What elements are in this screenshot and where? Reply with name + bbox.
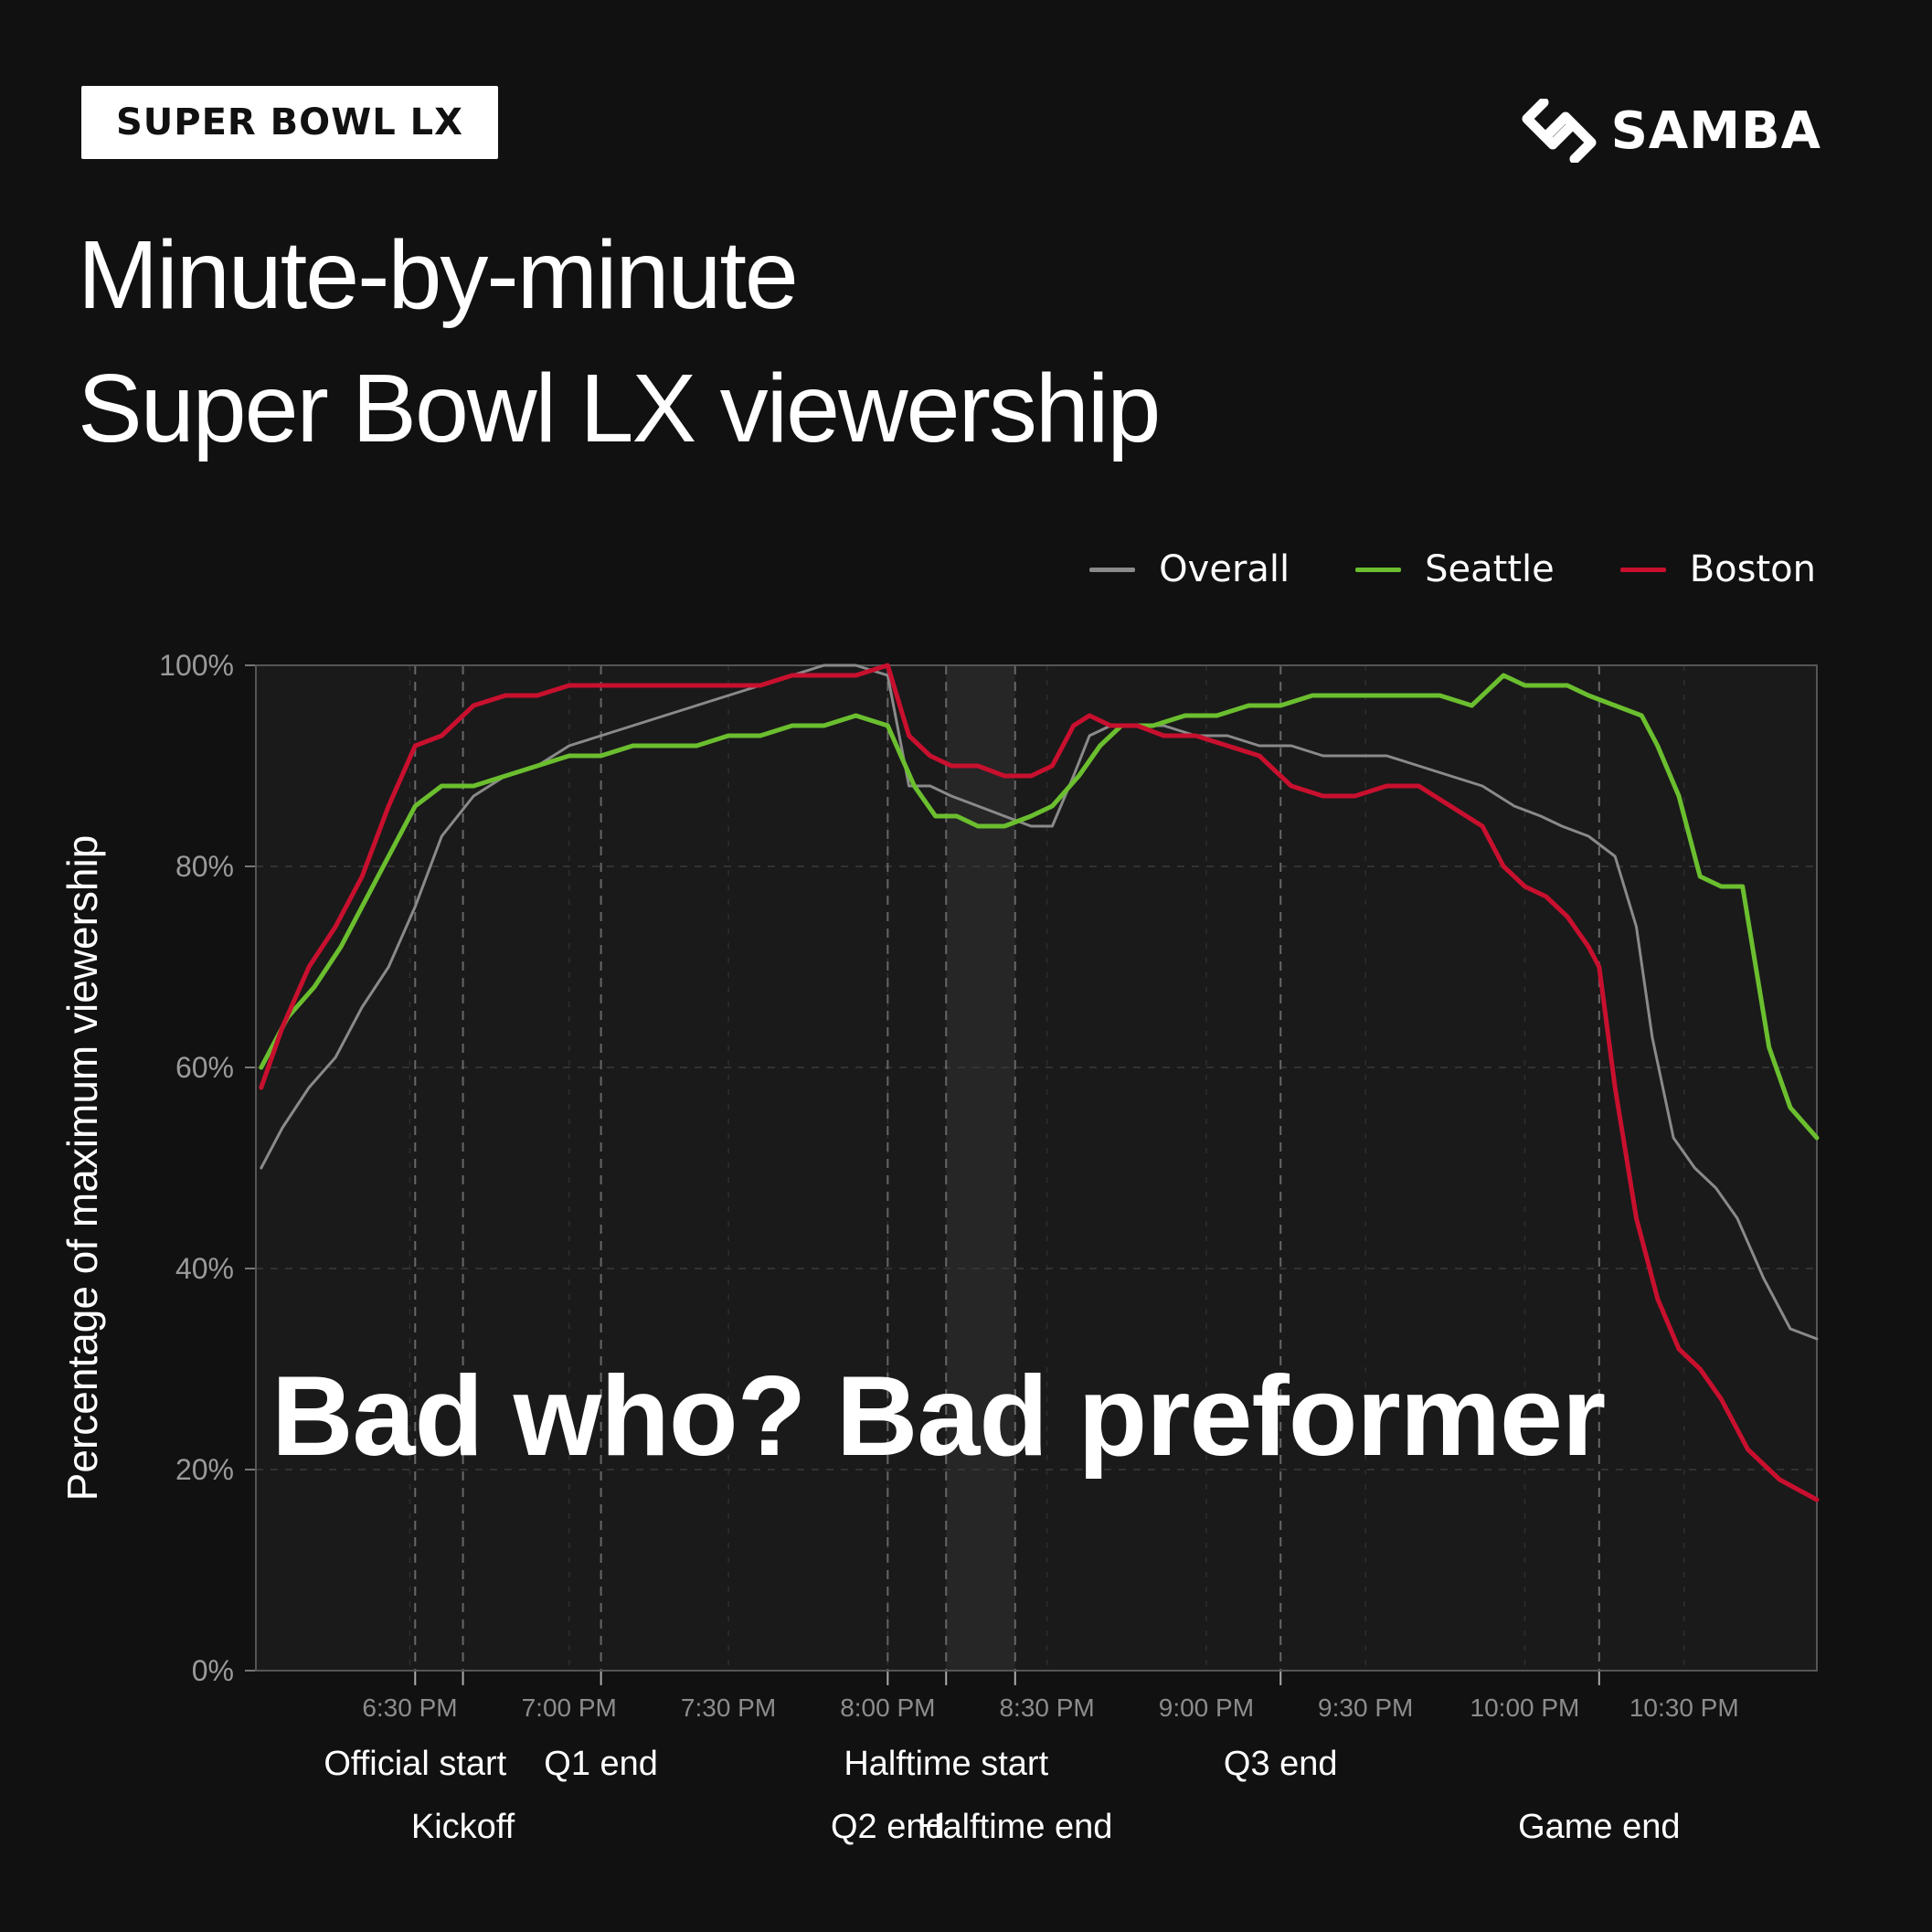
legend-swatch-seattle [1355, 567, 1402, 572]
legend-label-overall: Overall [1159, 548, 1290, 590]
event-label: Halftime end [918, 1808, 1112, 1846]
y-tick-label: 0% [192, 1654, 234, 1687]
legend-item-boston: Boston [1619, 548, 1816, 590]
y-axis-label: Percentage of maximum viewership [58, 835, 106, 1502]
legend-swatch-overall [1089, 567, 1136, 572]
header-badge: SUPER BOWL LX [81, 86, 498, 159]
page-title: Minute-by-minute Super Bowl LX viewershi… [78, 208, 1161, 475]
x-tick-label: 6:30 PM [362, 1693, 457, 1722]
series-line-seattle [259, 673, 1820, 1141]
y-tick-label: 20% [175, 1453, 234, 1486]
x-tick-label: 7:30 PM [681, 1693, 776, 1722]
legend-label-boston: Boston [1689, 548, 1816, 590]
event-label: Q1 end [544, 1745, 658, 1783]
title-line-2: Super Bowl LX viewership [78, 355, 1161, 462]
event-label: Q2 end [831, 1808, 945, 1846]
x-tick-label: 10:30 PM [1629, 1693, 1739, 1722]
series-line-boston [259, 663, 1820, 1502]
halftime-band [946, 665, 1015, 1671]
y-tick-label: 80% [175, 850, 234, 883]
samba-logo-icon [1522, 99, 1597, 163]
title-line-1: Minute-by-minute [78, 221, 799, 329]
brand-logo: SAMBA [1520, 99, 1821, 163]
x-tick-label: 10:00 PM [1470, 1693, 1580, 1722]
event-label: Official start [324, 1745, 506, 1783]
y-tick-label: 60% [175, 1051, 234, 1084]
x-tick-label: 8:00 PM [840, 1693, 935, 1722]
x-tick-label: 9:00 PM [1159, 1693, 1254, 1722]
event-label: Game end [1518, 1808, 1680, 1846]
plot-frame [255, 664, 1818, 1672]
y-tick-label: 40% [175, 1252, 234, 1285]
y-tick-label: 100% [159, 649, 234, 682]
legend-swatch-boston [1619, 567, 1666, 572]
brand-name: SAMBA [1610, 101, 1821, 161]
x-tick-label: 8:30 PM [999, 1693, 1094, 1722]
x-tick-label: 9:30 PM [1318, 1693, 1413, 1722]
legend-label-seattle: Seattle [1425, 548, 1555, 590]
event-label: Q3 end [1224, 1745, 1338, 1783]
chart-legend: Overall Seattle Boston [1089, 548, 1816, 590]
overlay-caption: Bad who? Bad preformer [271, 1353, 1605, 1480]
legend-item-overall: Overall [1089, 548, 1290, 590]
x-tick-label: 7:00 PM [522, 1693, 617, 1722]
event-label: Kickoff [411, 1808, 515, 1846]
plot-area [256, 665, 1817, 1671]
event-label: Halftime start [844, 1745, 1048, 1783]
legend-item-seattle: Seattle [1355, 548, 1555, 590]
